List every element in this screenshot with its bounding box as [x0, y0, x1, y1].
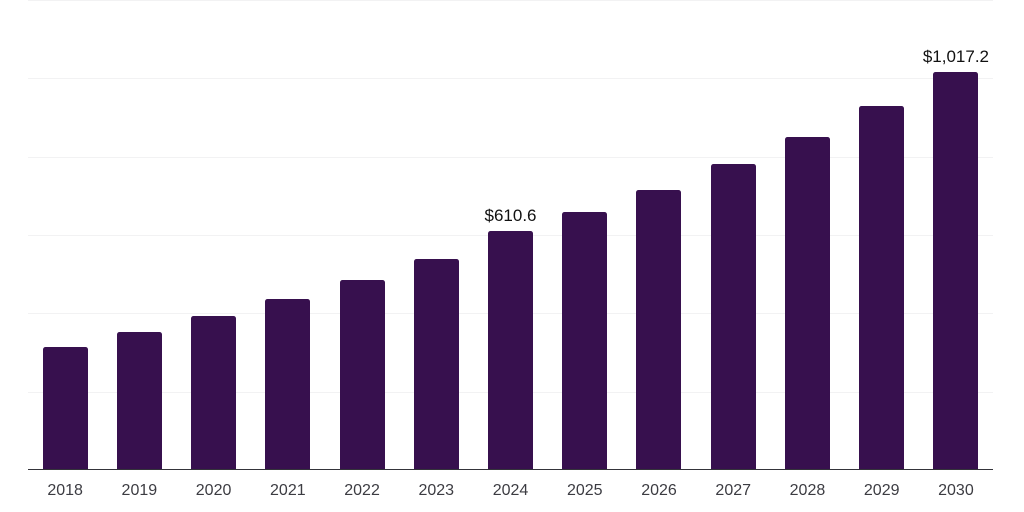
x-tick-2025: 2025 [566, 482, 603, 499]
bar-2020 [191, 316, 237, 470]
data-label-2030: $1,017.2 [922, 46, 990, 66]
bar-series: $610.6 $1,017.2 [28, 0, 993, 470]
bar-2029 [859, 106, 905, 470]
bar-slot-2021 [251, 0, 325, 470]
bar-slot-2030: $1,017.2 [919, 0, 993, 470]
bar-2024 [488, 230, 534, 470]
bar-slot-2023 [399, 0, 473, 470]
x-tick-2029: 2029 [863, 482, 900, 499]
bar-2023 [413, 258, 459, 470]
x-tick-2030: 2030 [938, 482, 974, 499]
x-tick-2022: 2022 [344, 482, 380, 499]
bar-slot-2027 [696, 0, 770, 470]
x-tick-2021: 2021 [270, 482, 306, 499]
x-tick-2028: 2028 [789, 482, 826, 499]
bar-2018 [42, 347, 88, 470]
x-tick-2019: 2019 [121, 482, 158, 499]
bar-slot-2020 [176, 0, 250, 470]
bar-slot-2025 [548, 0, 622, 470]
bar-slot-2028 [770, 0, 844, 470]
x-tick-2020: 2020 [195, 482, 232, 499]
bar-2027 [710, 164, 756, 470]
bar-2025 [562, 212, 608, 470]
bar-slot-2024: $610.6 [473, 0, 547, 470]
bar-slot-2018 [28, 0, 102, 470]
plot-area: $610.6 $1,017.2 [28, 0, 993, 470]
bar-slot-2026 [622, 0, 696, 470]
x-tick-2018: 2018 [47, 482, 83, 499]
x-axis-tick-labels: 2018 2019 2020 2021 2022 2023 2024 2025 2026 2027… [28, 481, 993, 501]
x-tick-2027: 2027 [715, 482, 752, 499]
bar-2021 [265, 299, 311, 470]
gridline-800 [28, 156, 993, 158]
bar-slot-2029 [845, 0, 919, 470]
bar-2030 [933, 71, 979, 470]
bar-2028 [784, 136, 830, 470]
data-label-2024: $610.6 [484, 205, 537, 225]
gridline-1000 [28, 78, 993, 80]
x-tick-2023: 2023 [418, 482, 455, 499]
bar-2022 [339, 279, 385, 470]
bar-slot-2022 [325, 0, 399, 470]
gridline-1200 [28, 0, 993, 1]
x-axis-line [28, 468, 993, 470]
bar-slot-2019 [102, 0, 176, 470]
x-tick-2026: 2026 [641, 482, 677, 499]
bar-2019 [116, 331, 162, 470]
x-tick-2024: 2024 [492, 482, 529, 499]
bar-2026 [636, 189, 682, 470]
